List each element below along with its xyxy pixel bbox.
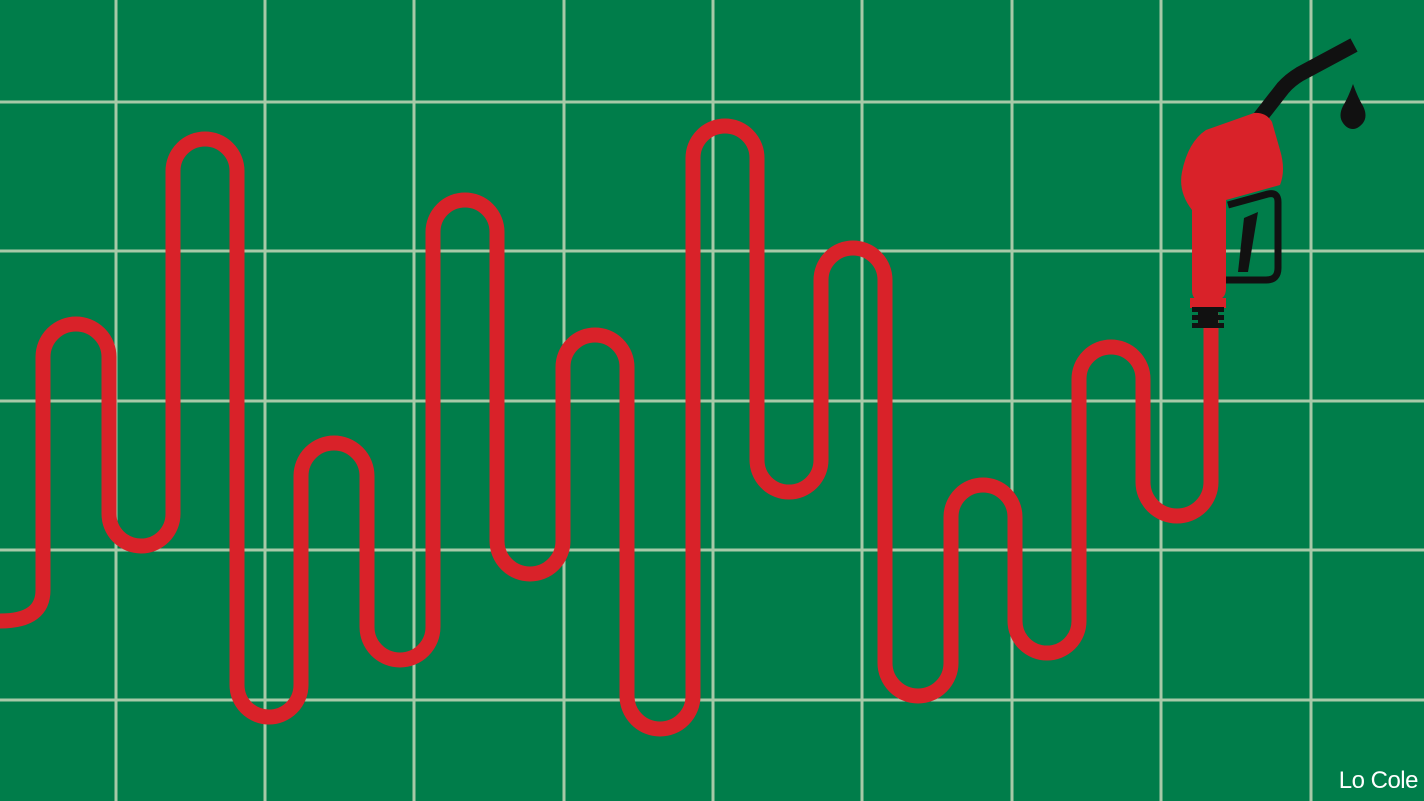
fuel-nozzle-icon [1181,38,1358,328]
artist-credit: Lo Cole [1338,767,1419,794]
fuel-hose [0,118,1219,737]
nozzle-collar [1190,298,1226,308]
nozzle-fitting [1192,307,1224,328]
nozzle-spout [1252,38,1358,125]
nozzle-trigger [1238,212,1258,272]
nozzle-guard [1226,190,1282,284]
nozzle-body [1181,112,1283,300]
oil-drop-icon [1340,84,1366,129]
